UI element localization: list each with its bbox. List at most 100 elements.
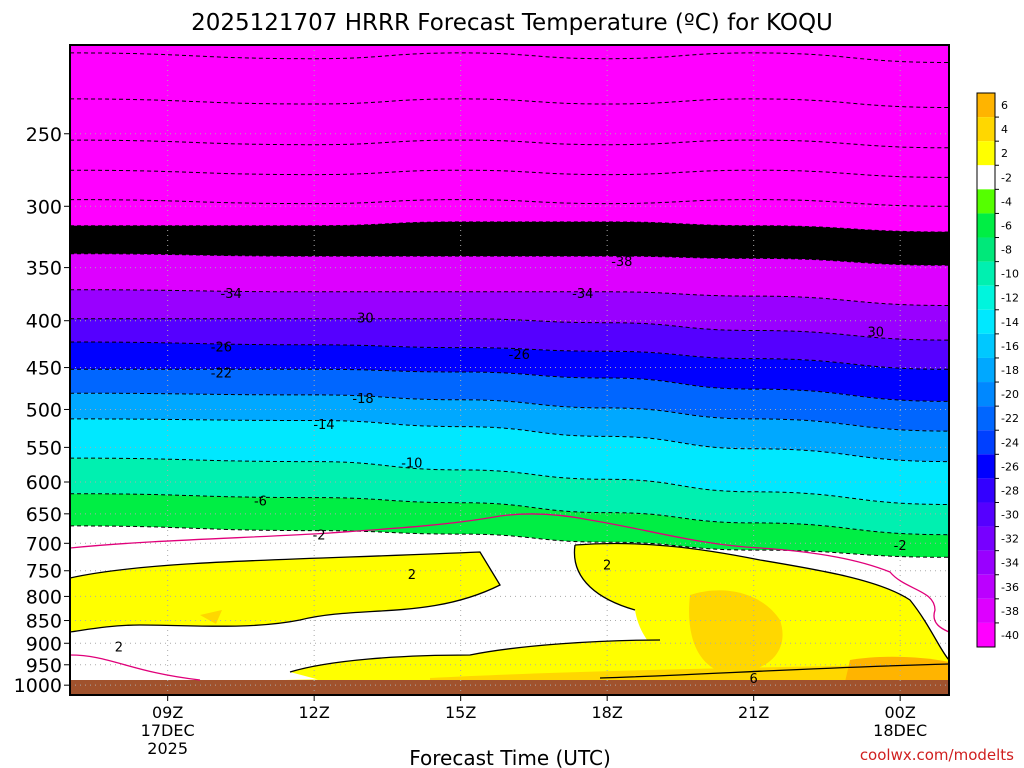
colorbar-swatch	[977, 165, 995, 190]
watermark: coolwx.com/modelts	[860, 746, 1014, 764]
colorbar-label: -18	[1001, 364, 1019, 377]
x-tick-label: 18Z	[592, 703, 623, 722]
y-tick-label: 750	[26, 561, 62, 583]
colorbar-label: -4	[1001, 195, 1012, 208]
y-tick-label: 850	[26, 611, 62, 633]
colorbar-label: -22	[1001, 412, 1019, 425]
isotherm-line	[70, 493, 949, 536]
zero-degree-contour	[70, 513, 949, 633]
colorbar-swatch	[977, 189, 995, 214]
contour-label: -22	[211, 367, 232, 382]
contour-label: -34	[221, 287, 242, 302]
contour-label: 2	[603, 558, 611, 573]
x-tick-label: 15Z	[445, 703, 476, 722]
x-tick-label: 00Z	[885, 703, 916, 722]
isotherm-line	[70, 199, 949, 207]
temperature-fill	[70, 45, 949, 695]
colorbar-swatch	[977, 261, 995, 286]
band-warmer-layer	[200, 610, 222, 624]
colorbar-label: -6	[1001, 219, 1012, 232]
plot-area: 42-38-34 -3430-30-26-26-22-18-14-10-6-2-2…	[70, 45, 949, 695]
isotherm-line	[70, 221, 949, 233]
colorbar-swatch	[977, 93, 995, 118]
isotherm-band	[70, 342, 949, 402]
contour-label: -10	[401, 457, 422, 472]
freezing-contours	[70, 513, 949, 681]
colorbar-label: -20	[1001, 388, 1019, 401]
band-warmer-layer	[689, 590, 783, 674]
colorbar-label: -38	[1001, 605, 1019, 618]
isotherm-line	[70, 139, 949, 149]
colorbar-label: -40	[1001, 629, 1019, 642]
zero-degree-contour	[70, 654, 201, 681]
colorbar-swatch	[977, 430, 995, 455]
isotherm-band	[70, 369, 949, 432]
contour-label: -26	[509, 348, 530, 363]
colorbar-frame	[976, 92, 996, 648]
colorbar-swatch	[977, 478, 995, 503]
colorbar-label: 4	[1001, 123, 1008, 136]
y-tick-label: 550	[26, 437, 62, 459]
colorbar-swatch	[977, 333, 995, 358]
colorbar-swatch	[977, 502, 995, 527]
isotherm-line	[70, 318, 949, 341]
isotherm-band	[70, 318, 949, 370]
colorbar-label: -10	[1001, 268, 1019, 281]
plus-two-contour	[70, 551, 501, 633]
isotherm-band	[70, 253, 949, 306]
isotherm-line	[70, 368, 949, 402]
contour-label: 30	[867, 325, 884, 340]
isotherm-line	[70, 418, 949, 463]
colorbar-swatch	[977, 574, 995, 599]
band-warm-layer	[70, 552, 500, 632]
band-warm-layer	[290, 640, 700, 680]
isotherm-band	[70, 289, 949, 341]
isotherm-band	[70, 221, 949, 266]
contour-label: -18	[352, 392, 373, 407]
plot-frame	[69, 44, 950, 696]
colorbar-label: -16	[1001, 340, 1019, 353]
colorbar: 6 4 2 -2 -4 -6 -8 -10 -12 -14 -16 -18 -20 -22 -24 -26 -2…	[976, 92, 1019, 648]
colorbar-label: 6	[1001, 99, 1008, 112]
y-tick-label: 400	[26, 311, 62, 333]
colorbar-label: -30	[1001, 509, 1019, 522]
isotherm-line	[70, 457, 949, 505]
contour-label: -2	[313, 528, 326, 543]
y-tick-label: 500	[26, 399, 62, 421]
isotherm-line	[70, 52, 949, 63]
colorbar-swatch	[977, 622, 995, 647]
isotherm-line	[70, 98, 949, 108]
colorbar-swatch	[977, 213, 995, 238]
contour-label: -2	[894, 539, 907, 554]
grid	[70, 45, 949, 695]
colorbar-swatch	[977, 382, 995, 407]
contour-label: -34	[572, 287, 593, 302]
contour-label: -6	[254, 494, 267, 509]
y-tick-label: 700	[26, 533, 62, 555]
surface-band	[70, 680, 949, 695]
y-tick-label: 600	[26, 472, 62, 494]
contour-label: -14	[313, 418, 334, 433]
x-axis-label: Forecast Time (UTC)	[409, 746, 611, 768]
isotherm-band	[70, 493, 949, 558]
colorbar-label: -32	[1001, 533, 1019, 546]
colorbar-swatch	[977, 309, 995, 334]
colorbar-swatch	[977, 550, 995, 575]
isotherm-line	[70, 341, 949, 370]
plus-two-contour	[573, 542, 949, 661]
isotherm-band	[70, 418, 949, 505]
y-tick-label: 300	[26, 196, 62, 218]
y-axis: 2503003504004505005506006507007508008509…	[14, 124, 70, 697]
contour-label: 6	[750, 672, 758, 687]
plus-six-contour	[599, 663, 949, 679]
x-tick-label: 18DEC	[873, 721, 927, 740]
x-tick-label: 12Z	[299, 703, 330, 722]
isotherm-band	[70, 458, 949, 535]
y-tick-label: 900	[26, 633, 62, 655]
isotherm-line	[70, 289, 949, 306]
isotherm-band	[70, 393, 949, 462]
colorbar-label: -36	[1001, 581, 1019, 594]
contour-label: 2	[408, 568, 416, 583]
